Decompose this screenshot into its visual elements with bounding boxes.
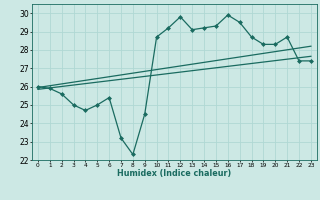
- X-axis label: Humidex (Indice chaleur): Humidex (Indice chaleur): [117, 169, 232, 178]
